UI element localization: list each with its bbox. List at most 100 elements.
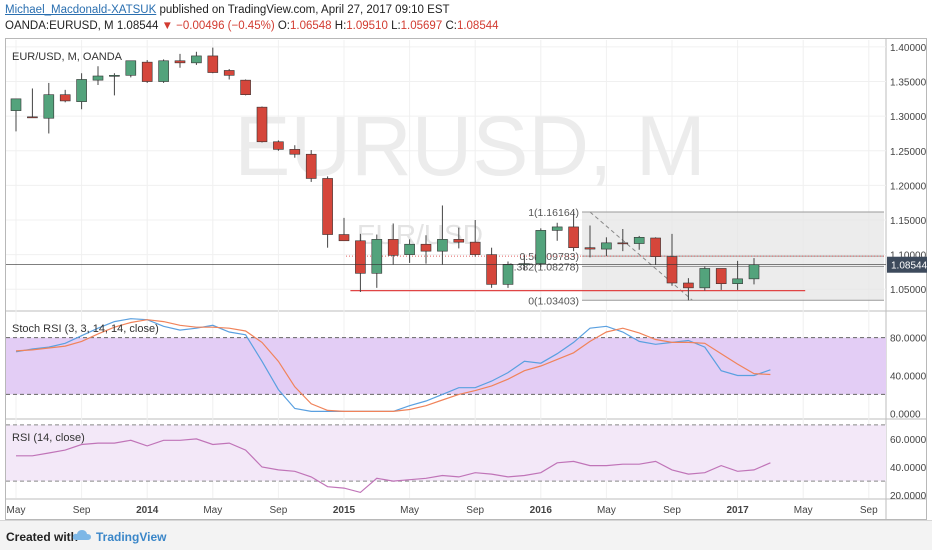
candle-body	[666, 256, 678, 284]
tradingview-brand[interactable]: TradingView	[96, 530, 167, 544]
candle	[650, 237, 661, 265]
axis-layer: 1.40000 1.35000 1.30000 1.25000 1.20000 1.150…	[7, 43, 928, 516]
candle-body	[584, 247, 596, 250]
candle	[305, 150, 317, 182]
candle-body	[650, 237, 661, 257]
watermark-main: EURUSD, M	[234, 99, 705, 193]
candle-body	[404, 243, 415, 255]
candle-body	[699, 268, 711, 289]
candle	[633, 235, 645, 250]
candle-body	[601, 242, 612, 250]
chart-svg[interactable]: EURUSD, M EUR/USD 1(1.16164)0.5(1.09783)…	[0, 0, 932, 520]
rsi-line	[16, 438, 771, 494]
author-link[interactable]: Michael_Macdonald-XATSUK	[5, 4, 157, 16]
candle-body	[305, 153, 317, 179]
candle-body	[633, 237, 645, 244]
price-tick-label: 1.40000	[890, 43, 927, 54]
price-tick-label: 1.10000	[890, 251, 927, 262]
time-tick-label: May	[400, 505, 419, 516]
tradingview-cloud-icon	[72, 530, 91, 540]
publish-info: Michael_Macdonald-XATSUK published on Tr…	[5, 4, 450, 16]
open-value: 1.06548	[290, 20, 332, 32]
candle-body	[568, 226, 579, 248]
time-tick-label: 2014	[136, 505, 159, 516]
price-tick-label: 1.20000	[890, 181, 927, 192]
candle-body	[453, 239, 465, 243]
price-tick-label: 1.30000	[890, 112, 927, 123]
rsi-pane-title: RSI (14, close)	[12, 432, 85, 444]
candle	[174, 53, 186, 68]
candle	[76, 73, 87, 110]
candle-body	[732, 278, 743, 284]
candle	[207, 47, 219, 74]
high-label: H:	[334, 20, 347, 32]
open-label: O:	[277, 20, 290, 32]
candle	[59, 89, 71, 103]
candle	[469, 220, 481, 257]
candle-body	[371, 239, 383, 274]
candle	[273, 140, 284, 151]
candle	[666, 233, 678, 286]
change-value: ▼ −0.00496 (−0.45%)	[161, 20, 275, 32]
rsi-tick-label: 60.0000	[890, 435, 927, 446]
candle-body	[174, 60, 186, 64]
candle	[240, 79, 251, 96]
candle	[125, 60, 137, 78]
candle	[289, 145, 301, 158]
candle-body	[92, 75, 104, 81]
candle-body	[551, 226, 563, 231]
time-tick-label: May	[203, 505, 222, 516]
candle-body	[322, 178, 333, 235]
time-tick-label: Sep	[663, 505, 681, 516]
fib-trend-line	[589, 211, 693, 301]
candle	[256, 106, 268, 143]
candle-body	[387, 239, 399, 256]
stoch-tick-label: 40.0000	[890, 371, 927, 382]
candle	[92, 66, 104, 85]
candle	[486, 247, 497, 288]
published-text: published on TradingView.com, April 27, …	[159, 4, 450, 16]
candle	[141, 60, 153, 83]
time-tick-label: Sep	[860, 505, 878, 516]
candle-body	[256, 106, 268, 143]
candle-body	[191, 55, 202, 64]
candle	[683, 278, 694, 301]
price-tick-label: 1.05000	[890, 285, 927, 296]
candle	[10, 98, 22, 132]
symbol-label: OANDA:EURUSD, M	[5, 20, 114, 32]
candle	[732, 260, 743, 290]
candle	[535, 228, 547, 268]
rsi-tick-label: 20.0000	[890, 491, 927, 502]
candle-body	[355, 240, 366, 274]
candle	[617, 229, 629, 252]
low-value: 1.05697	[400, 20, 443, 32]
price-tick-label: 1.15000	[890, 216, 927, 227]
candle	[715, 268, 727, 290]
chart-frame	[5, 38, 927, 520]
candle	[109, 73, 120, 96]
stoch-pane-title: Stoch RSI (3, 3, 14, 14, close)	[12, 323, 159, 335]
candle-body	[535, 230, 547, 264]
candle	[437, 205, 448, 265]
main-layer: 1(1.16164)0.5(1.09783)0.382(1.08278)0(1.…	[6, 47, 886, 307]
candle-body	[683, 282, 694, 289]
candle	[699, 266, 711, 291]
close-label: C:	[445, 20, 457, 32]
fib-level-label: 0(1.03403)	[528, 295, 579, 307]
candle	[338, 217, 350, 242]
candle-body	[437, 239, 448, 252]
candle	[43, 82, 55, 134]
last-price: 1.08544	[116, 20, 159, 32]
rsi-band	[6, 424, 886, 482]
candle-body	[158, 60, 169, 82]
stoch-tick-label: 80.0000	[890, 334, 927, 345]
candle-body	[617, 242, 629, 245]
stoch-tick-label: 0.0000	[890, 409, 921, 420]
close-value: 1.08544	[456, 20, 499, 32]
time-tick-label: Sep	[270, 505, 288, 516]
candle	[27, 88, 38, 119]
stoch-layer	[6, 318, 886, 412]
footer: Created with TradingView	[0, 520, 932, 550]
created-with-text: Created with	[6, 530, 79, 544]
candle	[568, 211, 579, 252]
